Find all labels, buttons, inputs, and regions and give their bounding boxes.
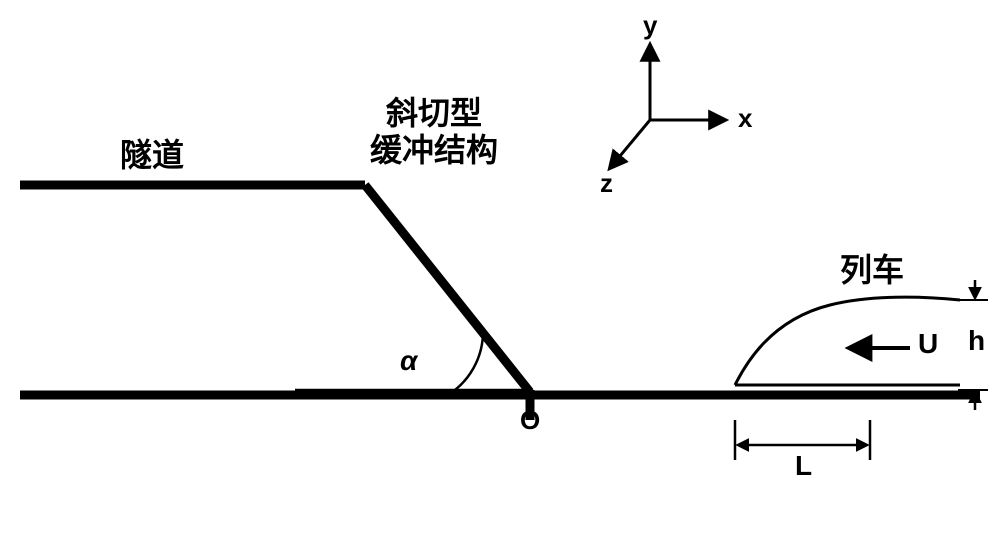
label-axis-x: x <box>738 103 752 134</box>
label-origin: O <box>520 405 540 436</box>
diagram-canvas: 隧道 斜切型 缓冲结构 列车 α O U h L x y z <box>0 0 1000 537</box>
label-angle: α <box>400 345 417 377</box>
label-length: L <box>795 450 812 482</box>
label-buffer-l2: 缓冲结构 <box>370 132 498 168</box>
label-axis-y: y <box>643 10 657 41</box>
label-axis-z: z <box>600 168 613 199</box>
label-velocity: U <box>918 328 938 360</box>
buffer-slope <box>365 185 530 392</box>
axis-z <box>610 120 650 168</box>
label-buffer: 斜切型 缓冲结构 <box>370 95 498 169</box>
label-train: 列车 <box>840 245 904 291</box>
angle-arc <box>455 331 483 390</box>
label-tunnel: 隧道 <box>120 130 184 176</box>
label-height: h <box>968 325 985 357</box>
label-buffer-l1: 斜切型 <box>386 95 482 131</box>
